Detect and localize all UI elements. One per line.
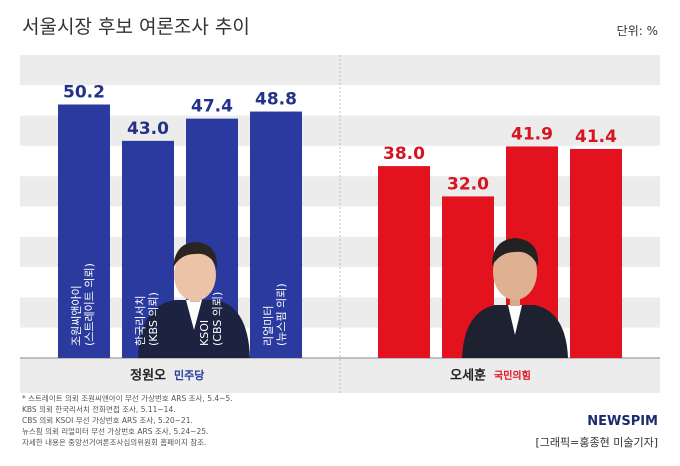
category-label: 리얼미터 (뉴스핌 의뢰) bbox=[262, 283, 288, 346]
unit: 단위: % bbox=[616, 24, 658, 38]
photo bbox=[138, 242, 250, 358]
value-label: 47.4 bbox=[191, 97, 233, 117]
value-label: 50.2 bbox=[63, 82, 105, 102]
party-logo: 국민의힘 bbox=[494, 369, 531, 382]
category-label: KSOI (CBS 의뢰) bbox=[198, 291, 224, 346]
value-label: 32.0 bbox=[447, 174, 489, 194]
footnote: 뉴스핌 의뢰 리얼미터 무선 가상번호 ARS 조사, 5.24~25. bbox=[22, 427, 209, 436]
category-label: 한국리서치 (KBS 의뢰) bbox=[134, 292, 160, 346]
photo bbox=[462, 238, 568, 358]
value-label: 43.0 bbox=[127, 119, 169, 139]
credit: [그래픽=홍종현 미술기자] bbox=[535, 436, 659, 449]
bar bbox=[250, 111, 302, 358]
footnote: 자세한 내용은 중앙선거여론조사심의위원회 홈페이지 참조. bbox=[22, 438, 207, 447]
category-label: 조원씨앤아이 (스트레이트 의뢰) bbox=[70, 263, 96, 346]
value-label: 41.4 bbox=[575, 127, 617, 147]
chart-title: 서울시장 후보 여론조사 추이 bbox=[22, 16, 250, 38]
legend-name: 오세훈 bbox=[450, 368, 486, 384]
footnote: * 스트레이트 의뢰 조원씨앤아이 무선 가상번호 ARS 조사, 5.4~5. bbox=[22, 394, 233, 403]
party-logo: 민주당 bbox=[174, 368, 204, 382]
bar bbox=[58, 104, 110, 359]
bar bbox=[378, 166, 430, 358]
value-label: 38.0 bbox=[383, 144, 425, 164]
footnote: CBS 의뢰 KSOI 무선 가상번호 ARS 조사, 5.20~21. bbox=[22, 416, 193, 425]
brand: NEWSPIM bbox=[587, 414, 658, 429]
value-label: 41.9 bbox=[511, 124, 553, 144]
bar bbox=[570, 148, 622, 358]
legend-name: 정원오 bbox=[130, 368, 166, 384]
footnote: KBS 의뢰 한국리서치 전화면접 조사, 5.11~14. bbox=[22, 405, 176, 414]
value-label: 48.8 bbox=[255, 90, 297, 110]
